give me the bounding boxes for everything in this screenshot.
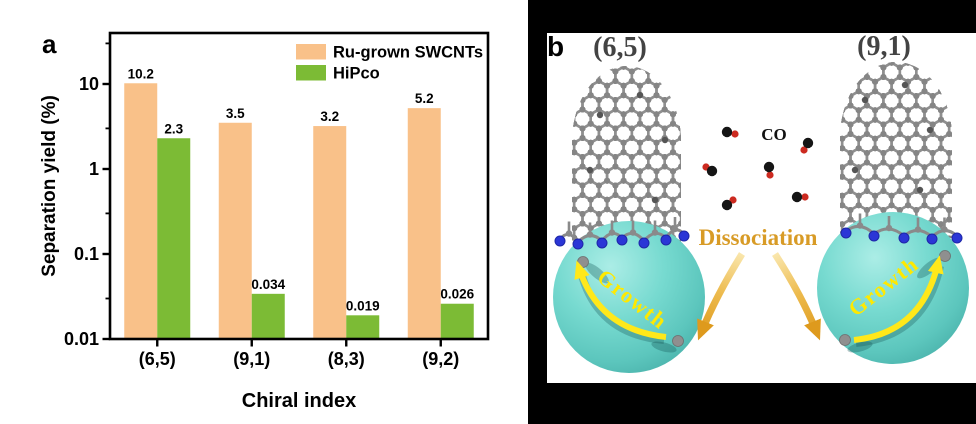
interface-blue-atom [554,235,566,247]
catalyst-sphere-right [817,212,969,364]
dark-carbon-atom [901,81,909,89]
dissociation-arrow-right [772,252,821,341]
growth-arrow-right [853,255,944,343]
plot-frame [108,31,490,341]
y-major-ticks [102,82,110,341]
bar-(6,5)-ru-grown [124,83,158,339]
x-axis-title: Chiral index [242,390,356,412]
bars-layer: 10.2 2.3 (6,5) 3.5 0.034 (9,1) 3.2 0.019 (8,3) 5.… [124,66,475,369]
y-minor-ticks [105,42,110,300]
dark-carbon-atom [916,186,924,194]
oxygen-atom [800,146,808,154]
interface-blue-atom [616,234,628,246]
y-tick-label: 0.1 [74,244,99,264]
x-tick-label: (9,1) [233,349,270,369]
carbon-atom [791,191,803,203]
bar-value-label: 3.5 [226,106,245,121]
y-tick-label: 1 [89,159,99,179]
panel-b-label: b [547,31,564,62]
co-label: CO [761,125,787,144]
carbon-atom [763,161,775,173]
dark-carbon-atom [636,91,644,99]
interface-blue-atom [596,237,608,249]
interface-blue-atom [868,230,880,242]
interface-blue-atom [898,232,910,244]
oxygen-atom [801,193,809,201]
interface-blue-atom [638,237,650,249]
carbon-atom [721,199,733,211]
bar-(9,2)-ru-grown [407,108,441,340]
bar-value-label: 0.026 [440,287,474,302]
legend-label-hipco: HiPco [333,65,380,83]
carbon-atom [802,137,814,149]
y-axis-title: Separation yield (%) [39,95,60,277]
y-tick-label: 10 [79,74,99,94]
legend: Ru-grown SWCNTs HiPco [296,44,483,83]
bar-value-label: 5.2 [415,91,434,106]
oxygen-atom [729,196,737,204]
panel-a-chart: a 10.2 2.3 (6,5) 3.5 0.034 (9,1) 3.2 0.019 (8,3)… [39,29,490,412]
nanotube-6-5-lattice [572,66,681,254]
oxygen-atom [766,171,774,179]
legend-label-ru-grown: Ru-grown SWCNTs [333,44,483,62]
tube-label-9-1: (9,1) [857,31,911,62]
bar-value-label: 3.2 [320,109,339,124]
co-molecule [702,163,718,177]
tube-catalyst-interface-right [840,213,963,245]
growth-arrow-left [574,260,667,340]
dark-carbon-atom [926,126,934,134]
dark-carbon-atom [596,111,604,119]
interface-blue-atom [926,233,938,245]
dark-carbon-atom [651,196,659,204]
interface-blue-atom [840,227,852,239]
interface-blue-atom [572,238,584,250]
co-molecule [791,191,809,203]
tube-catalyst-interface-left [554,217,690,250]
panel-b-illustration: Growth Growth Dissociation CO b (6,5) (9… [528,0,976,424]
bar-(9,2)-hipco [440,303,474,339]
co-molecule [800,137,814,154]
bar-(6,5)-hipco [157,138,191,339]
interface-blue-atom [951,232,963,244]
co-molecule [721,196,737,211]
dark-carbon-atom [861,96,869,104]
tube-label-6-5: (6,5) [593,32,647,63]
x-tick-label: (6,5) [139,349,176,369]
y-tick-label: 0.01 [64,329,99,349]
carbon-atom [721,126,733,138]
dark-carbon-atom [586,166,594,174]
legend-swatch-ru-grown [296,44,326,60]
co-molecule [763,161,775,179]
dark-carbon-atom [851,166,859,174]
bar-value-label: 0.034 [251,277,285,292]
legend-swatch-hipco [296,65,326,81]
interface-blue-atom [660,234,672,246]
bar-(8,3)-ru-grown [313,126,347,339]
bar-value-label: 10.2 [128,66,154,81]
panel-a-label: a [42,29,57,59]
dissociation-label: Dissociation [699,225,818,250]
bar-value-label: 0.019 [346,298,380,313]
co-molecule [721,126,739,138]
catalyst-sphere-left [553,221,705,373]
dissociation-arrow-left [697,252,745,341]
carbon-atom [706,165,718,177]
x-tick-label: (9,2) [422,349,459,369]
dark-carbon-atom [661,136,669,144]
bar-value-label: 2.3 [164,121,183,136]
bar-(9,1)-ru-grown [218,122,252,340]
co-molecules [702,126,814,211]
oxygen-atom [731,130,739,138]
bar-(9,1)-hipco [251,293,285,339]
interface-blue-atom [678,230,690,242]
x-tick-label: (8,3) [328,349,365,369]
bar-(8,3)-hipco [346,315,380,339]
